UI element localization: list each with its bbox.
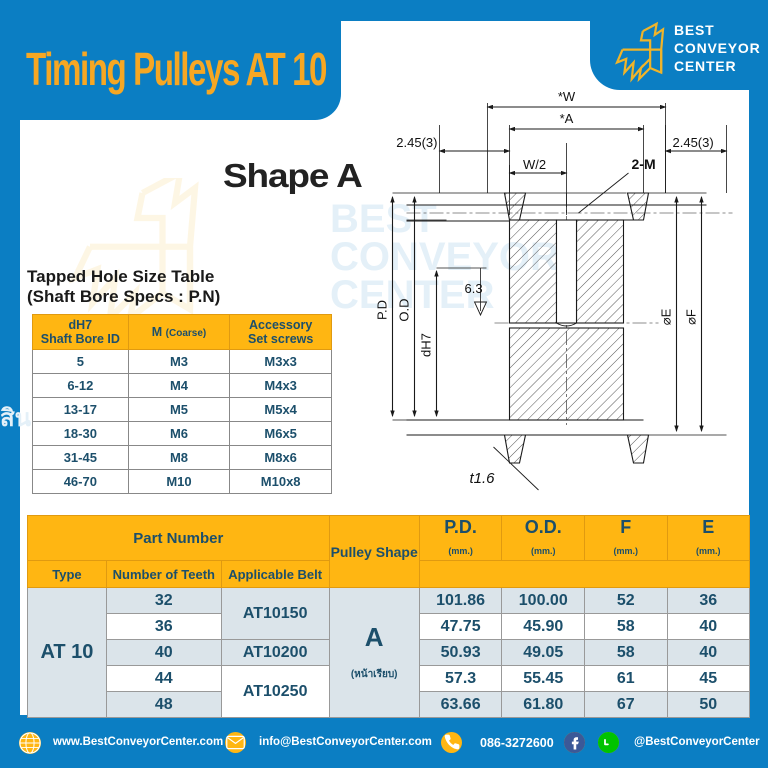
svg-text:*W: *W: [558, 89, 576, 104]
svg-text:*A: *A: [560, 111, 574, 126]
svg-text:O.D: O.D: [397, 298, 412, 321]
svg-text:2-M: 2-M: [632, 156, 656, 172]
svg-text:W/2: W/2: [523, 157, 546, 172]
svg-text:⌀F: ⌀F: [684, 309, 699, 325]
svg-text:CENTER: CENTER: [674, 58, 736, 74]
svg-text:2.45(3): 2.45(3): [673, 135, 714, 150]
svg-text:P.D: P.D: [375, 300, 390, 320]
svg-text:⌀E: ⌀E: [659, 308, 674, 325]
svg-text:6.3: 6.3: [465, 281, 483, 296]
svg-text:CONVEYOR: CONVEYOR: [674, 40, 761, 56]
svg-text:dH7: dH7: [419, 333, 434, 357]
svg-text:t1.6: t1.6: [470, 470, 496, 487]
svg-text:2.45(3): 2.45(3): [396, 135, 437, 150]
svg-text:BEST: BEST: [674, 22, 715, 38]
